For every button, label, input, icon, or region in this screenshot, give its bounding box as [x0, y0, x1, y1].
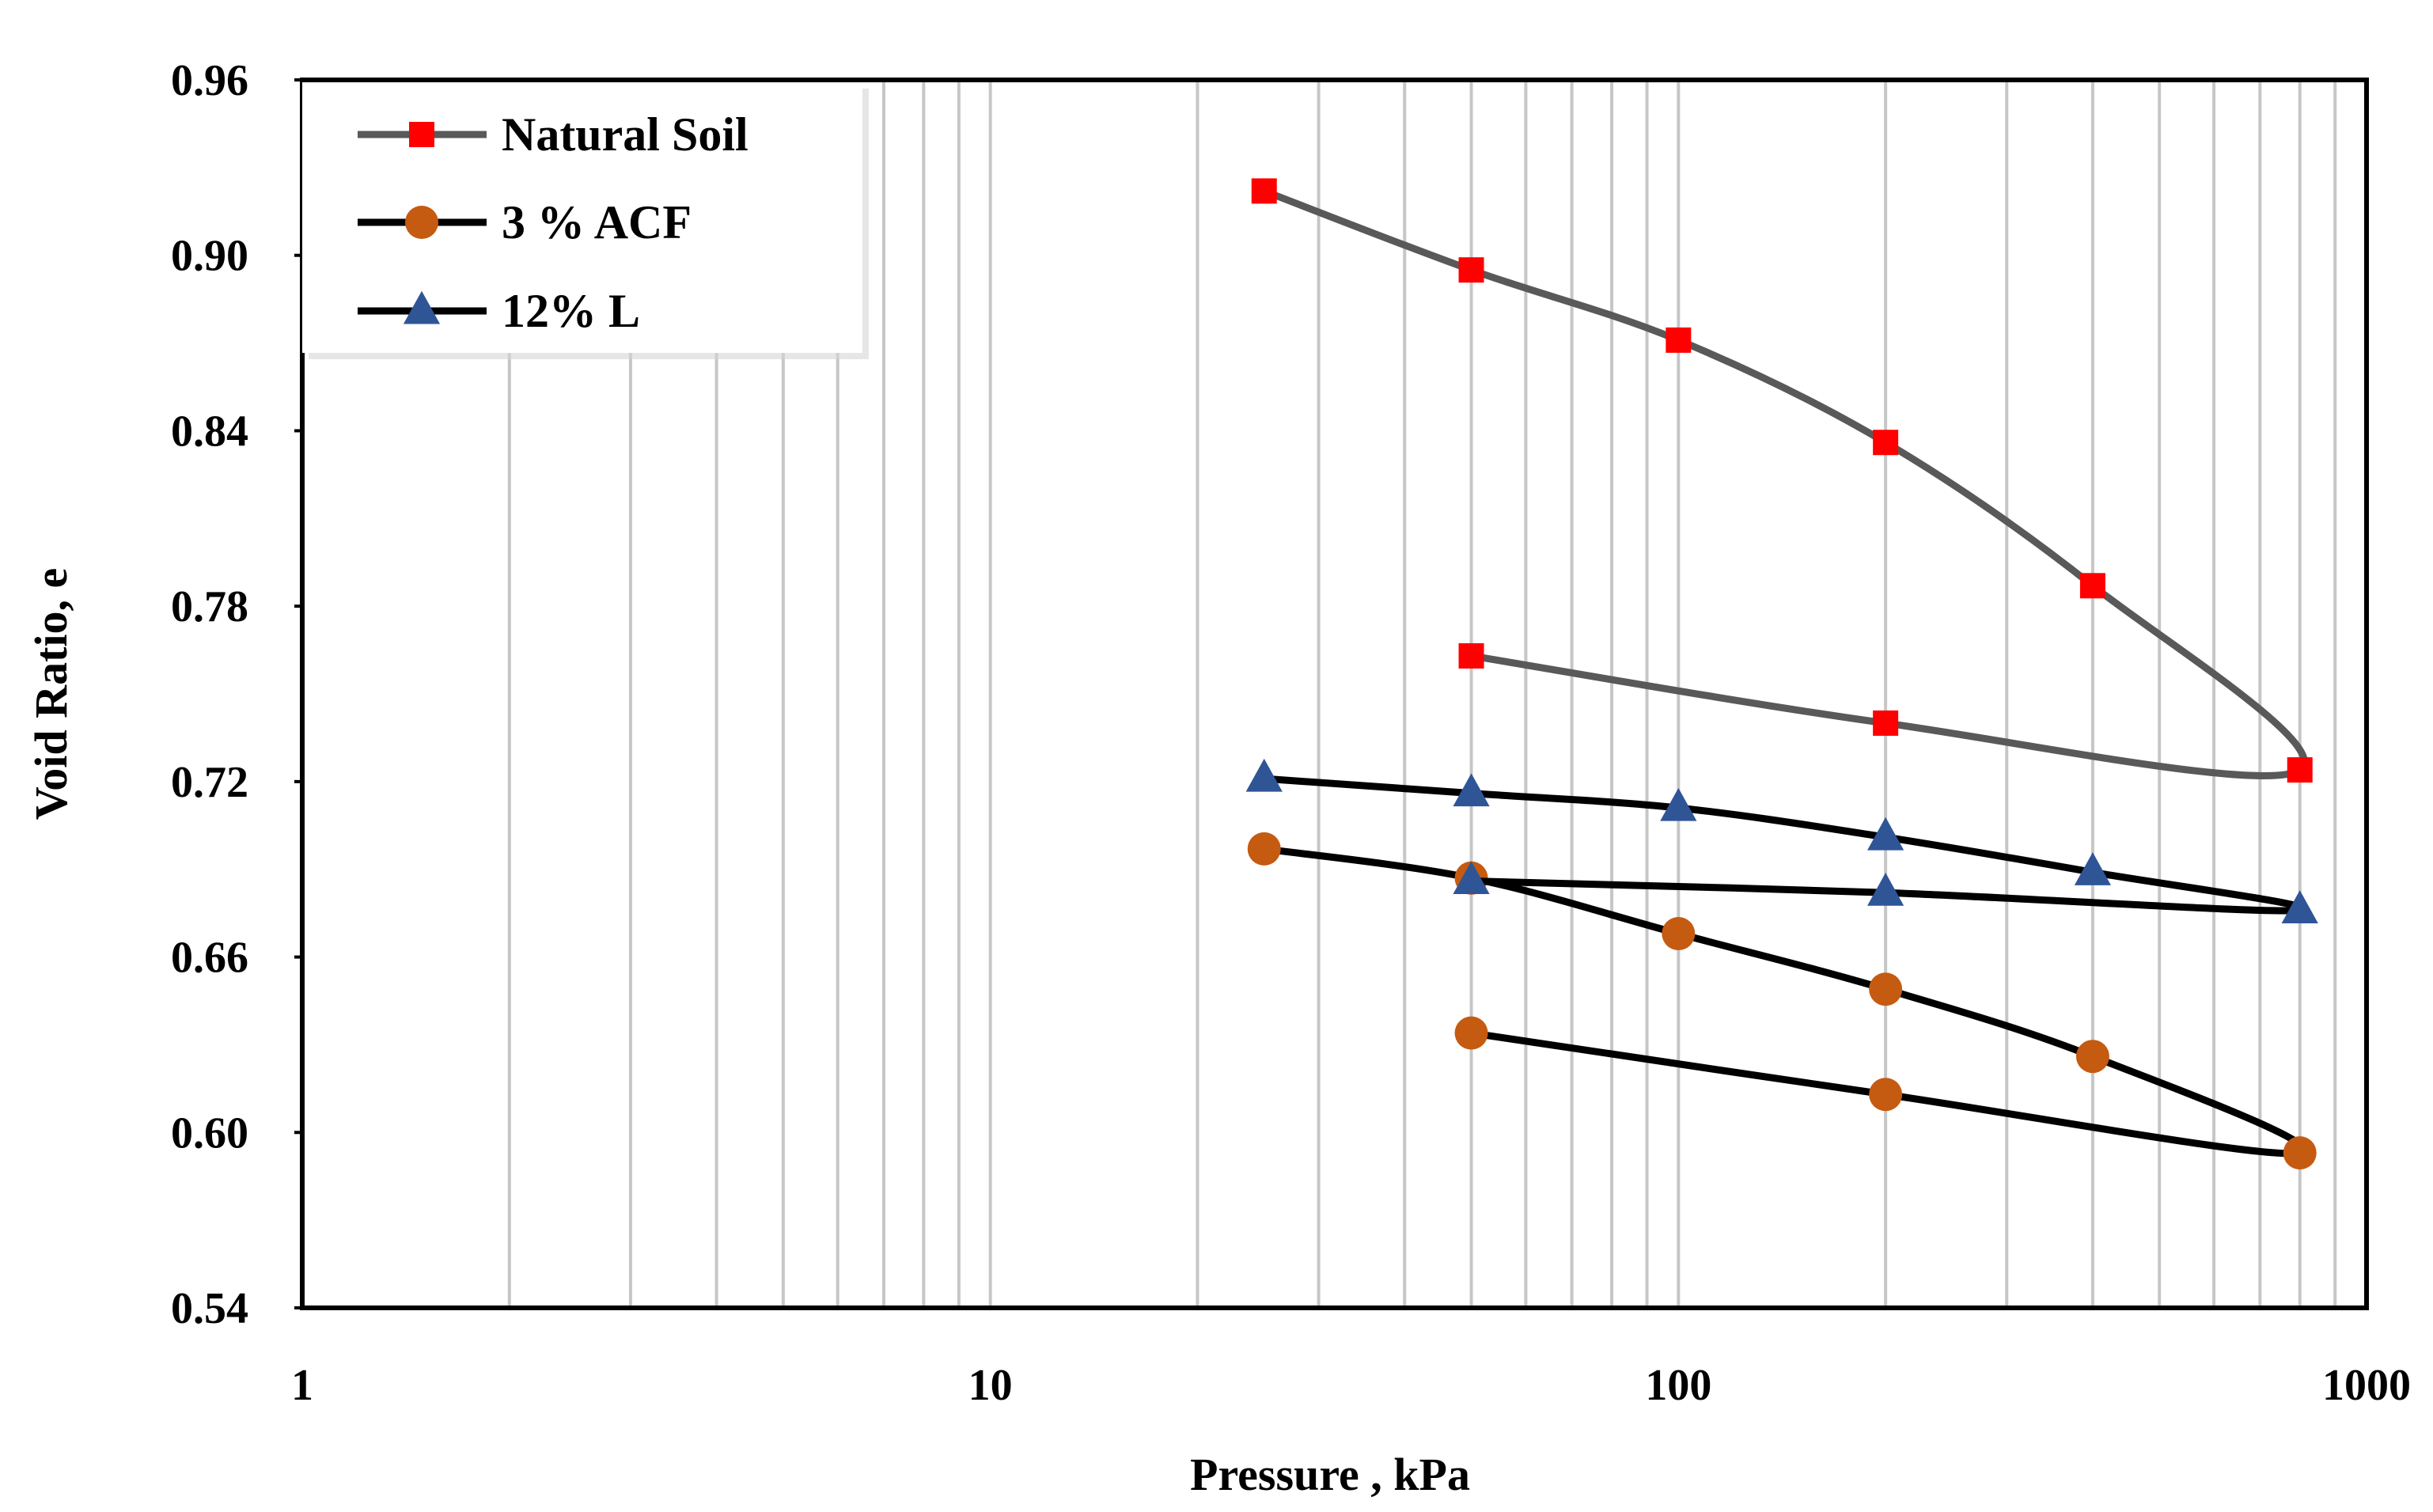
legend-marker-natural-soil	[409, 122, 434, 147]
y-tick-label: 0.84	[171, 407, 248, 456]
y-axis-title: Void Ratio, e	[25, 568, 77, 820]
x-tick-label: 1	[291, 1361, 313, 1410]
data-point-natural-soil	[1458, 642, 1484, 669]
data-point-3pct-acf	[1247, 832, 1281, 866]
data-point-natural-soil	[1873, 710, 1899, 736]
y-axis: 0.54 0.60 0.66 0.72 0.78 0.84 0.90 0.96	[171, 56, 302, 1333]
data-point-3pct-acf	[2075, 1040, 2109, 1074]
series-natural-soil	[1251, 178, 2313, 783]
y-tick-label: 0.66	[171, 934, 248, 983]
y-tick-label: 0.90	[171, 232, 248, 281]
data-point-3pct-acf	[1869, 972, 1903, 1006]
data-point-12pct-l	[2074, 852, 2112, 885]
series-line-3pct-acf	[1264, 845, 2308, 1158]
data-point-12pct-l	[1867, 817, 1904, 851]
y-tick-label: 0.96	[171, 56, 248, 105]
x-axis-title: Pressure , kPa	[1190, 1449, 1470, 1500]
legend-label-3pct-acf: 3 % ACF	[502, 196, 692, 248]
legend-marker-12pct-l	[403, 290, 441, 324]
data-point-3pct-acf	[1662, 917, 1696, 951]
y-tick-label: 0.54	[171, 1284, 248, 1333]
legend-label-natural-soil: Natural Soil	[502, 108, 748, 161]
x-tick-label: 100	[1645, 1361, 1711, 1410]
legend: Natural Soil 3 % ACF 12% L	[302, 82, 869, 359]
y-tick-label: 0.72	[171, 758, 248, 807]
x-tick-label: 10	[968, 1361, 1013, 1410]
data-point-natural-soil	[2079, 573, 2105, 599]
data-point-natural-soil	[1251, 178, 1277, 204]
y-tick-label: 0.78	[171, 582, 248, 631]
data-point-3pct-acf	[1454, 1016, 1488, 1050]
x-tick-label: 1000	[2322, 1361, 2411, 1410]
plot-area	[1245, 178, 2318, 1170]
series-line-natural-soil	[1263, 188, 2308, 779]
series-line-12pct-l	[1264, 775, 2308, 915]
data-point-12pct-l	[1867, 872, 1904, 906]
data-point-12pct-l	[1245, 758, 1283, 792]
data-point-natural-soil	[1666, 327, 1692, 353]
data-point-12pct-l	[1660, 787, 1697, 821]
data-point-3pct-acf	[1869, 1078, 1903, 1112]
y-tick-label: 0.60	[171, 1108, 248, 1158]
data-point-natural-soil	[1458, 257, 1484, 283]
data-point-3pct-acf	[2283, 1136, 2317, 1170]
data-point-natural-soil	[1873, 430, 1899, 456]
legend-label-12pct-l: 12% L	[502, 285, 640, 337]
plot-frame	[300, 78, 2369, 1310]
series-12pct-l	[1245, 758, 2318, 923]
x-axis: 1 10 100 1000	[291, 1361, 2411, 1410]
legend-marker-3pct-acf	[405, 206, 438, 239]
data-point-12pct-l	[2281, 890, 2318, 923]
data-point-12pct-l	[1453, 773, 1490, 807]
data-point-12pct-l	[1453, 861, 1490, 894]
data-point-natural-soil	[2287, 757, 2313, 783]
